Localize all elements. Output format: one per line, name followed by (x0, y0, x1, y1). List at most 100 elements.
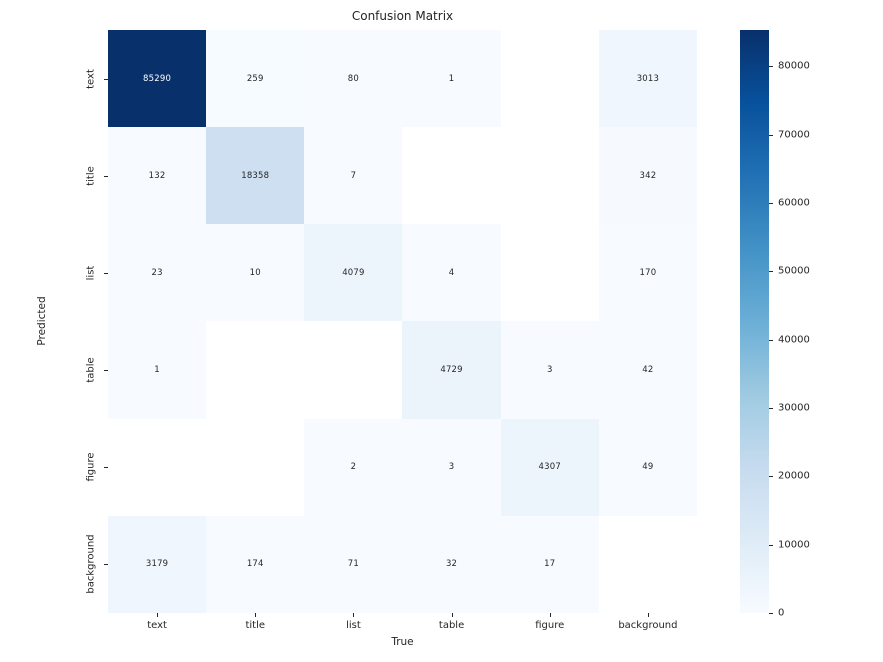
cell-background-title: 174 (206, 515, 305, 613)
cell-list-text: 23 (108, 224, 207, 322)
cell-value: 42 (642, 365, 654, 376)
cell-value: 259 (246, 73, 264, 84)
cell-value: 49 (642, 462, 654, 473)
y-axis-label: Predicted (36, 296, 48, 346)
cell-list-list: 4079 (304, 224, 403, 322)
cell-title-title: 18358 (206, 127, 305, 225)
cell-background-background (598, 515, 697, 613)
cell-list-figure (500, 224, 599, 322)
colorbar (740, 30, 769, 613)
cell-title-table (402, 127, 501, 225)
y-tickmark (104, 564, 108, 566)
cell-value: 17 (544, 559, 556, 570)
cell-value: 2 (350, 462, 357, 473)
x-tick-label-table: table (438, 620, 465, 631)
cell-background-list: 71 (304, 515, 403, 613)
cell-value: 132 (148, 170, 166, 181)
cell-value: 1 (448, 73, 455, 84)
cell-figure-background: 49 (598, 418, 697, 516)
colorbar-tickmark (769, 134, 773, 136)
heatmap-grid: 85290 259 80 1 3013 132 18358 7 342 23 10 4079 4 170 1… (108, 30, 697, 613)
colorbar-tickmark (769, 339, 773, 341)
cell-text-table: 1 (402, 30, 501, 128)
cell-title-text: 132 (108, 127, 207, 225)
y-tickmark (104, 467, 108, 469)
y-tick-label-text: text (85, 68, 97, 89)
colorbar-tick-label: 20000 (778, 470, 810, 482)
y-tick-label-figure: figure (85, 452, 97, 482)
cell-value: 174 (246, 559, 264, 570)
colorbar-tickmark (769, 271, 773, 273)
y-tick-label-table: table (85, 357, 97, 383)
cell-figure-figure: 4307 (500, 418, 599, 516)
cell-value: 3 (546, 365, 553, 376)
y-tickmark (104, 175, 108, 177)
colorbar-tick-label: 40000 (778, 334, 810, 346)
x-axis-label: True (391, 636, 414, 648)
colorbar-tick-label: 70000 (778, 129, 810, 140)
colorbar-tick-label: 30000 (778, 402, 810, 414)
cell-list-title: 10 (206, 224, 305, 322)
colorbar-tick-label: 0 (778, 607, 785, 619)
cell-background-figure: 17 (500, 515, 599, 613)
cell-title-background: 342 (598, 127, 697, 225)
y-tickmark (104, 78, 108, 80)
colorbar-tickmark (769, 476, 773, 478)
colorbar-tick-label: 80000 (778, 60, 810, 72)
cell-background-table: 32 (402, 515, 501, 613)
cell-value: 23 (151, 267, 163, 278)
cell-figure-table: 3 (402, 418, 501, 516)
cell-figure-list: 2 (304, 418, 403, 516)
colorbar-tick-label: 10000 (778, 539, 810, 551)
x-tickmark (255, 613, 257, 617)
cell-table-background: 42 (598, 321, 697, 419)
cell-value: 32 (445, 559, 458, 570)
colorbar-tickmark (769, 613, 773, 614)
cell-figure-text (108, 418, 207, 516)
cell-value: 1 (154, 365, 160, 376)
cell-text-background: 3013 (598, 30, 697, 128)
colorbar-tickmark (769, 407, 773, 409)
cell-list-table: 4 (402, 224, 501, 322)
y-tick-label-title: title (85, 165, 97, 186)
cell-table-table: 4729 (402, 321, 501, 419)
cell-value: 342 (639, 170, 657, 181)
cell-background-text: 3179 (108, 515, 207, 613)
cell-table-title (206, 321, 305, 419)
y-tick-label-background: background (85, 534, 97, 594)
colorbar-tick-label: 50000 (778, 265, 810, 277)
y-tick-label-list: list (85, 265, 97, 281)
cell-table-text: 1 (108, 321, 207, 419)
cell-value: 4079 (342, 267, 365, 278)
chart-title: Confusion Matrix (351, 9, 454, 23)
cell-text-title: 259 (206, 30, 305, 128)
cell-value: 7 (350, 170, 357, 181)
cell-value: 170 (639, 267, 657, 278)
cell-value: 10 (249, 267, 261, 278)
cell-figure-title (206, 418, 305, 516)
y-tickmark (104, 272, 108, 274)
x-tick-label-figure: figure (535, 620, 565, 631)
cell-table-figure: 3 (500, 321, 599, 419)
x-tickmark (353, 613, 355, 617)
cell-value: 71 (347, 559, 360, 570)
x-tick-label-list: list (346, 620, 361, 631)
x-tickmark (549, 613, 551, 617)
colorbar-tickmark (769, 66, 773, 68)
cell-value: 3013 (636, 73, 660, 84)
y-tickmark (104, 370, 108, 372)
x-tick-label-title: title (245, 620, 266, 631)
cell-title-list: 7 (304, 127, 403, 225)
colorbar-tick-label: 60000 (778, 197, 810, 209)
cell-text-text: 85290 (108, 30, 207, 128)
cell-text-list: 80 (304, 30, 403, 128)
colorbar-tickmark (769, 544, 773, 546)
cell-table-list (304, 321, 403, 419)
cell-value: 18358 (241, 170, 270, 181)
cell-value: 80 (347, 73, 360, 84)
cell-value: 3 (448, 462, 455, 473)
x-tick-label-background: background (618, 620, 678, 631)
cell-value: 4729 (440, 365, 463, 376)
cell-list-background: 170 (598, 224, 697, 322)
